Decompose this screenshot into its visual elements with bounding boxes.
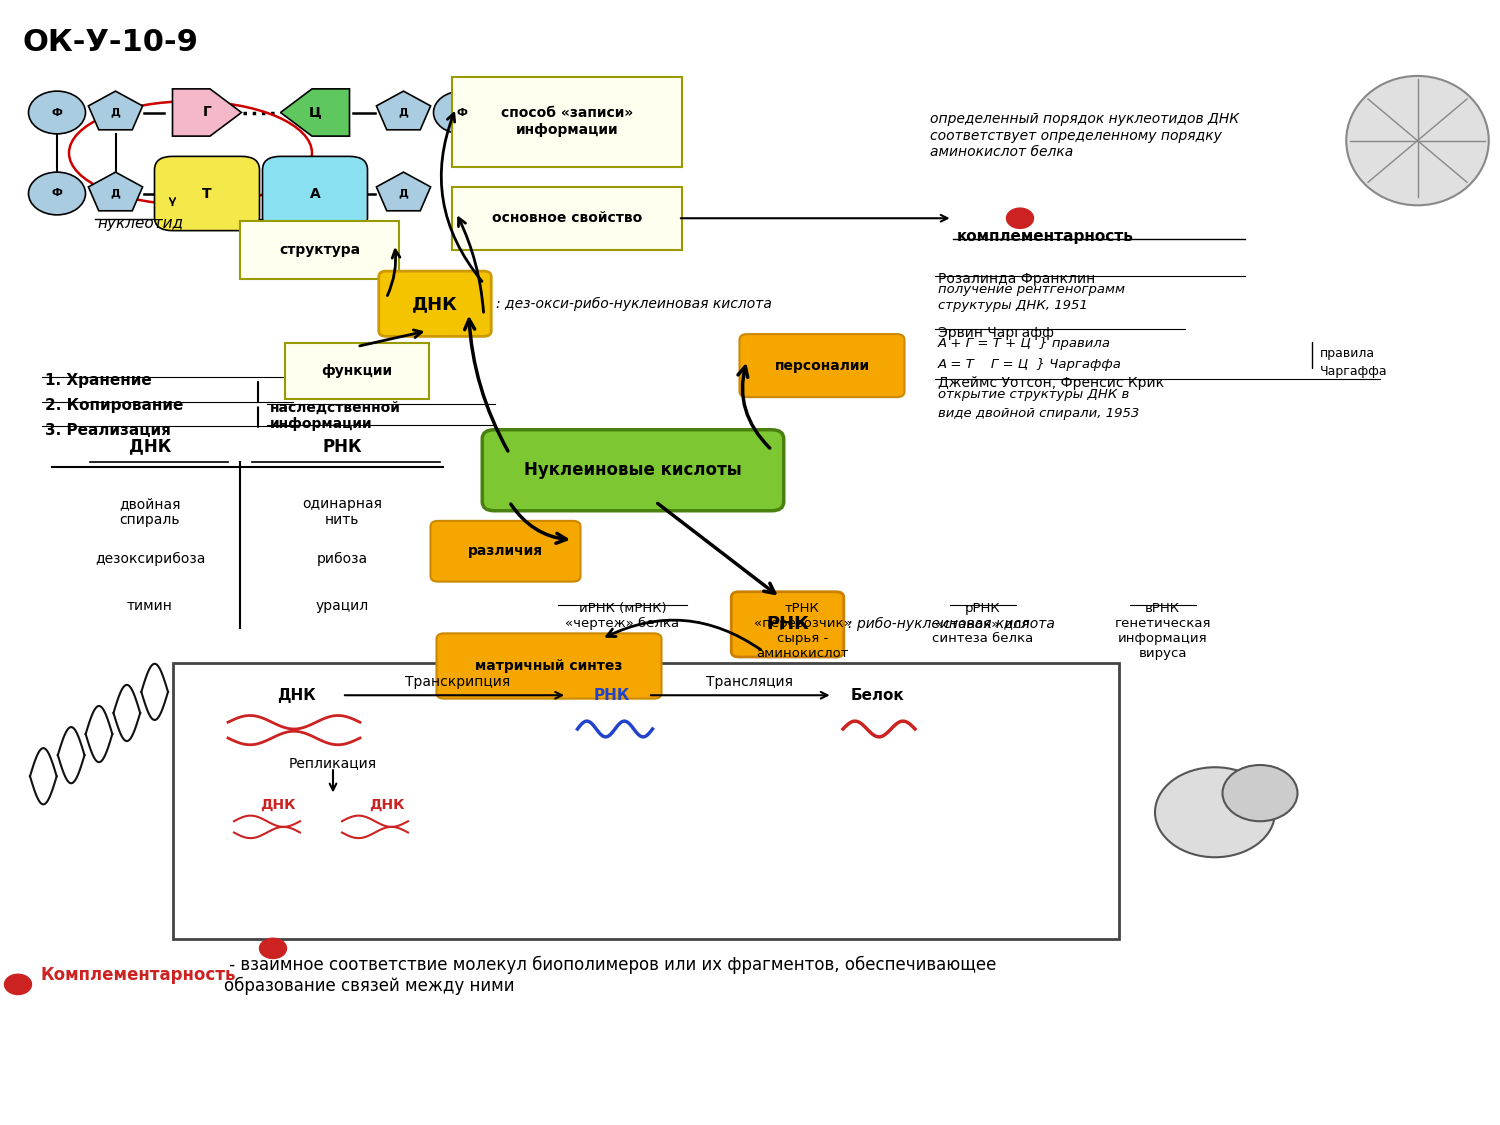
- Text: структура: структура: [279, 243, 360, 256]
- Text: ●: ●: [1382, 100, 1454, 181]
- Text: Г: Г: [202, 106, 211, 119]
- FancyBboxPatch shape: [378, 271, 490, 336]
- Polygon shape: [172, 89, 242, 136]
- Polygon shape: [88, 172, 142, 210]
- Text: Д: Д: [399, 189, 408, 198]
- Text: Чаргаффа: Чаргаффа: [1320, 364, 1388, 378]
- Text: А + Г = Т + Ц  } правила: А + Г = Т + Ц } правила: [938, 338, 1110, 351]
- Circle shape: [28, 91, 86, 134]
- Text: Джеймс Уотсон, Френсис Крик: Джеймс Уотсон, Френсис Крик: [938, 376, 1164, 389]
- Text: Белок: Белок: [850, 687, 904, 703]
- Text: рибоза: рибоза: [316, 552, 368, 566]
- Text: РНК: РНК: [322, 438, 362, 456]
- Text: ДНК: ДНК: [413, 295, 458, 313]
- Text: : рибо-нуклеиновая кислота: : рибо-нуклеиновая кислота: [849, 618, 1054, 631]
- Text: Д: Д: [111, 189, 120, 198]
- Text: ДНК: ДНК: [278, 687, 316, 703]
- Polygon shape: [376, 91, 430, 129]
- Text: Репликация: Репликация: [290, 756, 376, 770]
- Text: матричный синтез: матричный синтез: [476, 659, 622, 673]
- Polygon shape: [88, 91, 142, 129]
- FancyBboxPatch shape: [430, 521, 580, 582]
- Text: 3. Реализация: 3. Реализация: [45, 423, 171, 438]
- Text: ДНК: ДНК: [369, 798, 405, 811]
- Text: Нуклеиновые кислоты: Нуклеиновые кислоты: [524, 461, 742, 479]
- Text: тРНК
«перевозчик»
сырья -
аминокислот: тРНК «перевозчик» сырья - аминокислот: [753, 602, 852, 660]
- Text: основное свойство: основное свойство: [492, 212, 642, 225]
- FancyBboxPatch shape: [240, 220, 399, 279]
- Text: ОК-У-10-9: ОК-У-10-9: [22, 28, 198, 57]
- Text: персоналии: персоналии: [774, 359, 870, 372]
- Text: открытие структуры ДНК в: открытие структуры ДНК в: [938, 388, 1128, 402]
- FancyBboxPatch shape: [732, 592, 843, 657]
- Text: РНК: РНК: [766, 615, 808, 633]
- Circle shape: [28, 172, 86, 215]
- Text: Ф: Ф: [51, 108, 63, 117]
- Text: иРНК (мРНК)
«чертеж» белка: иРНК (мРНК) «чертеж» белка: [566, 602, 680, 630]
- Text: дезоксирибоза: дезоксирибоза: [94, 552, 206, 566]
- Circle shape: [1222, 765, 1298, 821]
- Circle shape: [433, 91, 490, 134]
- Text: различия: различия: [468, 544, 543, 558]
- Text: Ц: Ц: [309, 106, 321, 119]
- Text: Д: Д: [111, 108, 120, 117]
- Text: Трансляция: Трансляция: [706, 675, 794, 688]
- Text: рРНК
«станок» для
синтеза белка: рРНК «станок» для синтеза белка: [932, 602, 1034, 645]
- Text: определенный порядок нуклеотидов ДНК
соответствует определенному порядку
аминоки: определенный порядок нуклеотидов ДНК соо…: [930, 112, 1239, 159]
- Text: Ф: Ф: [51, 189, 63, 198]
- Ellipse shape: [1347, 76, 1488, 205]
- Text: функции: функции: [321, 364, 393, 378]
- FancyBboxPatch shape: [452, 187, 682, 250]
- Text: РНК: РНК: [594, 687, 630, 703]
- FancyBboxPatch shape: [285, 343, 429, 399]
- Text: Д: Д: [399, 108, 408, 117]
- Text: тимин: тимин: [128, 600, 172, 613]
- FancyBboxPatch shape: [262, 156, 368, 231]
- Text: получение рентгенограмм
структуры ДНК, 1951: получение рентгенограмм структуры ДНК, 1…: [938, 284, 1125, 312]
- Text: Транскрипция: Транскрипция: [405, 675, 510, 688]
- Polygon shape: [376, 172, 430, 210]
- FancyBboxPatch shape: [483, 430, 783, 511]
- Text: : дез-окси-рибо-нуклеиновая кислота: : дез-окси-рибо-нуклеиновая кислота: [495, 297, 771, 310]
- Text: наследственной
информации: наследственной информации: [270, 400, 400, 431]
- Text: Комплементарность: Комплементарность: [40, 966, 236, 984]
- Text: нуклеотид: нуклеотид: [98, 216, 183, 231]
- Text: комплементарность: комплементарность: [957, 229, 1134, 244]
- FancyBboxPatch shape: [436, 633, 662, 699]
- Text: двойная
спираль: двойная спираль: [120, 497, 180, 526]
- Text: способ «записи»
информации: способ «записи» информации: [501, 107, 633, 136]
- Text: правила: правила: [1320, 346, 1376, 360]
- Text: ДНК: ДНК: [260, 798, 296, 811]
- Text: А: А: [309, 187, 321, 200]
- Text: Ф: Ф: [456, 108, 468, 117]
- Text: одинарная
нить: одинарная нить: [302, 497, 382, 526]
- Text: 2. Копирование: 2. Копирование: [45, 398, 183, 413]
- Circle shape: [4, 974, 32, 994]
- Text: ДНК
фото: ДНК фото: [1402, 129, 1432, 152]
- FancyBboxPatch shape: [154, 156, 260, 231]
- Text: ДНК: ДНК: [129, 438, 171, 456]
- Text: урацил: урацил: [315, 600, 369, 613]
- Text: вРНК
генетическая
информация
вируса: вРНК генетическая информация вируса: [1114, 602, 1210, 660]
- FancyBboxPatch shape: [172, 663, 1119, 939]
- Text: А = Т    Г = Ц  } Чаргаффа: А = Т Г = Ц } Чаргаффа: [938, 358, 1122, 371]
- Text: - взаимное соответствие молекул биополимеров или их фрагментов, обеспечивающее
о: - взаимное соответствие молекул биополим…: [224, 956, 996, 994]
- Text: Т: Т: [202, 187, 211, 200]
- Polygon shape: [280, 89, 350, 136]
- Text: 1. Хранение: 1. Хранение: [45, 374, 152, 388]
- Text: виде двойной спирали, 1953: виде двойной спирали, 1953: [938, 407, 1138, 421]
- FancyBboxPatch shape: [740, 334, 904, 397]
- Circle shape: [260, 938, 286, 958]
- Text: Эрвин Чаргафф: Эрвин Чаргафф: [938, 326, 1053, 340]
- Text: Розалинда Франклин: Розалинда Франклин: [938, 272, 1095, 286]
- Circle shape: [1155, 767, 1275, 857]
- Circle shape: [1007, 208, 1034, 228]
- FancyBboxPatch shape: [452, 76, 682, 166]
